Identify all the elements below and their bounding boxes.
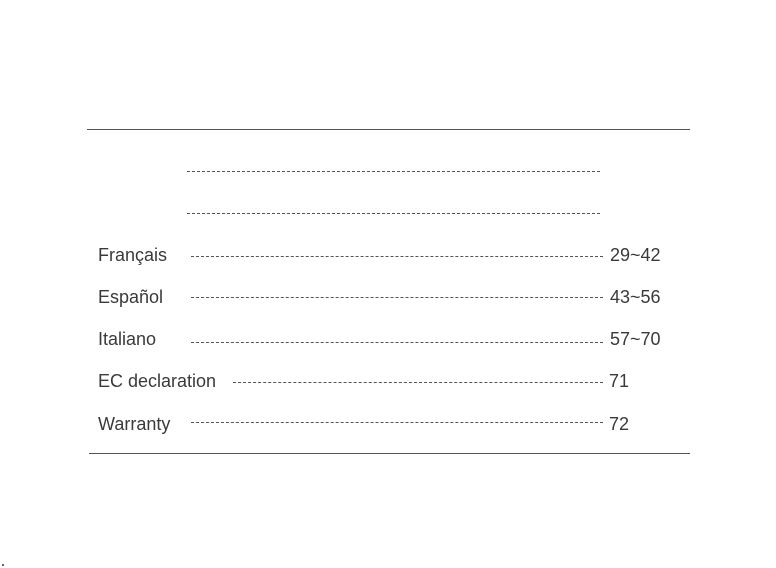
toc-row-warranty: Warranty 72 xyxy=(0,412,776,436)
bottom-divider xyxy=(89,453,690,454)
toc-page-number: 29~42 xyxy=(610,245,661,265)
toc-entry-label: Français xyxy=(98,245,168,265)
dotted-leader xyxy=(233,382,603,383)
toc-entry-label: Italiano xyxy=(98,329,157,349)
corner-mark xyxy=(2,564,4,566)
toc-page-number: 43~56 xyxy=(610,287,661,307)
toc-row-francais: Français 29~42 xyxy=(0,243,776,267)
toc-entry-label: Warranty xyxy=(98,414,171,434)
toc-page-number: 72 xyxy=(609,414,630,434)
dotted-leader xyxy=(187,213,600,214)
toc-row-ec-declaration: EC declaration 71 xyxy=(0,369,776,393)
top-divider xyxy=(87,129,690,130)
dotted-leader xyxy=(191,422,603,423)
toc-entry-label: EC declaration xyxy=(98,371,217,391)
toc-entry-label: Español xyxy=(98,287,164,307)
dotted-leader xyxy=(191,297,603,298)
toc-row-espanol: Español 43~56 xyxy=(0,285,776,309)
dotted-leader xyxy=(191,256,603,257)
toc-page-number: 71 xyxy=(609,371,630,391)
toc-row-blank-2 xyxy=(0,201,776,225)
dotted-leader xyxy=(191,342,603,343)
dotted-leader xyxy=(187,171,600,172)
toc-row-blank-1 xyxy=(0,159,776,183)
toc-page-number: 57~70 xyxy=(610,329,661,349)
toc-row-italiano: Italiano 57~70 xyxy=(0,327,776,351)
